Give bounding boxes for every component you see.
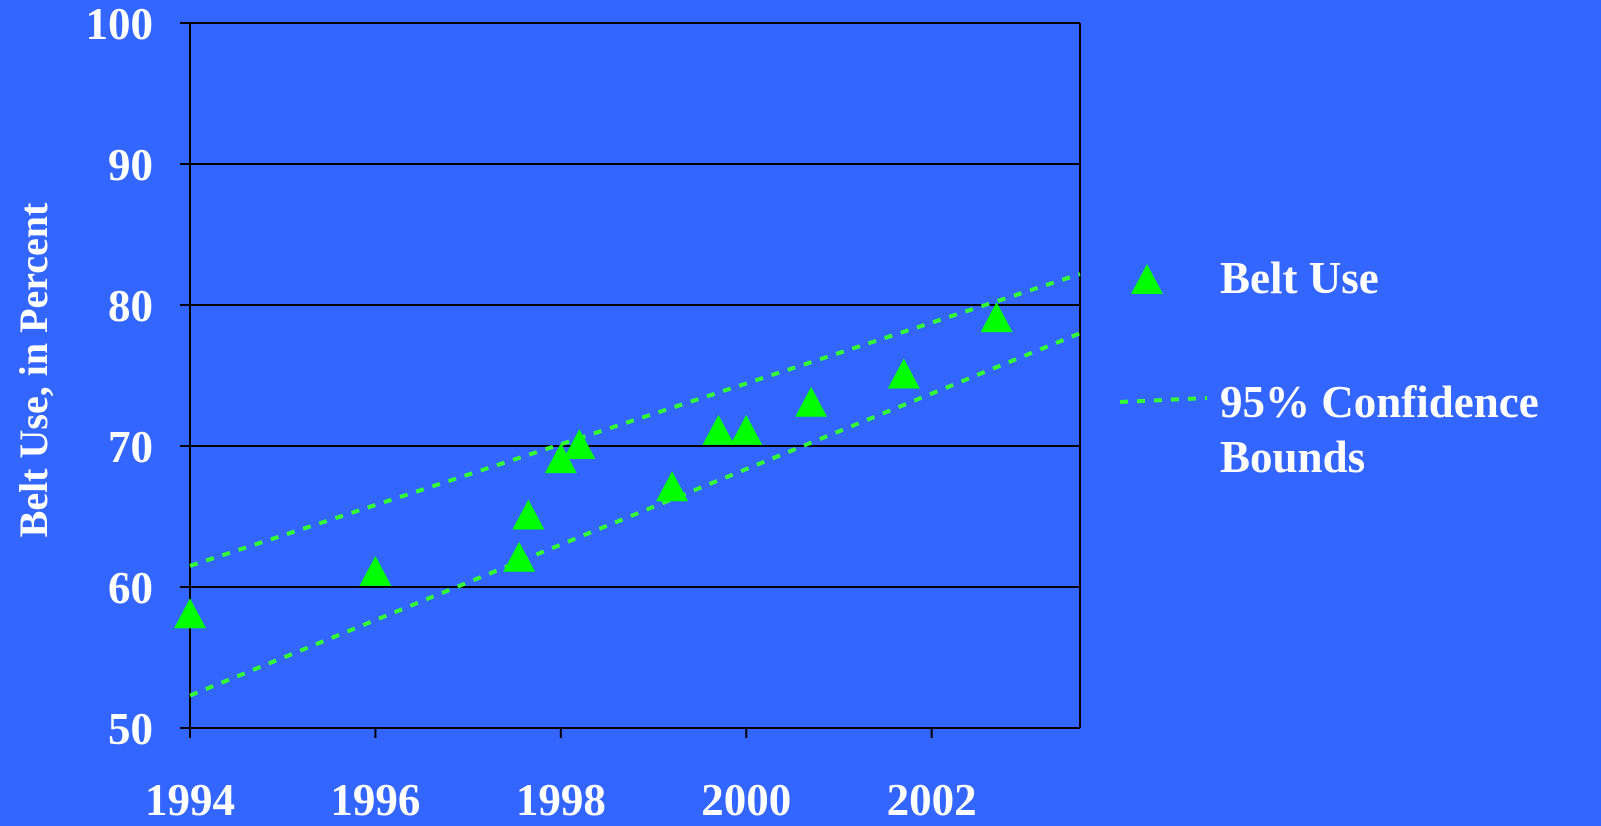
belt-use-point-3 xyxy=(503,541,536,572)
belt-use-point-6 xyxy=(563,429,596,459)
y-tick-label-50: 50 xyxy=(108,704,153,754)
x-tick-label-1998: 1998 xyxy=(516,775,606,825)
legend-bounds-label-line2: Bounds xyxy=(1220,432,1365,482)
legend-dotted-line-icon xyxy=(1119,396,1208,404)
belt-use-point-10 xyxy=(795,386,828,417)
confidence-bound-line-2 xyxy=(189,331,1081,698)
y-tick-label-100: 100 xyxy=(86,0,154,49)
legend: Belt Use 95% Confidence Bounds xyxy=(1119,253,1539,482)
grid-lines xyxy=(180,22,1080,729)
y-tick-label-60: 60 xyxy=(108,563,153,613)
x-tick-label-2000: 2000 xyxy=(701,775,791,825)
belt-use-point-7 xyxy=(656,471,689,502)
belt-use-points xyxy=(174,302,1013,629)
x-tick-label-1996: 1996 xyxy=(330,775,420,825)
belt-use-point-8 xyxy=(702,414,735,445)
legend-belt-use-label: Belt Use xyxy=(1220,253,1379,303)
belt-use-point-11 xyxy=(887,358,920,389)
y-axis-label: Belt Use, in Percent xyxy=(11,202,56,537)
axes xyxy=(189,23,1081,738)
legend-bounds-label-line1: 95% Confidence xyxy=(1220,377,1539,427)
belt-use-point-2 xyxy=(359,555,392,586)
y-tick-label-80: 80 xyxy=(108,281,153,331)
belt-use-point-1 xyxy=(174,598,206,629)
belt-use-point-5 xyxy=(544,443,577,474)
legend-triangle-icon xyxy=(1131,264,1163,294)
confidence-bound-line-1 xyxy=(189,272,1081,568)
belt-use-point-12 xyxy=(980,302,1013,333)
confidence-bound-lines xyxy=(189,272,1081,698)
x-tick-label-1994: 1994 xyxy=(145,775,235,825)
y-tick-label-90: 90 xyxy=(108,140,153,190)
tick-labels: 50 60 70 80 90 100 1994 1996 1998 2000 2002 xyxy=(86,0,977,825)
belt-use-point-4 xyxy=(512,499,545,530)
x-tick-label-2002: 2002 xyxy=(887,775,977,825)
belt-use-point-9 xyxy=(730,414,763,445)
y-tick-label-70: 70 xyxy=(108,422,153,472)
